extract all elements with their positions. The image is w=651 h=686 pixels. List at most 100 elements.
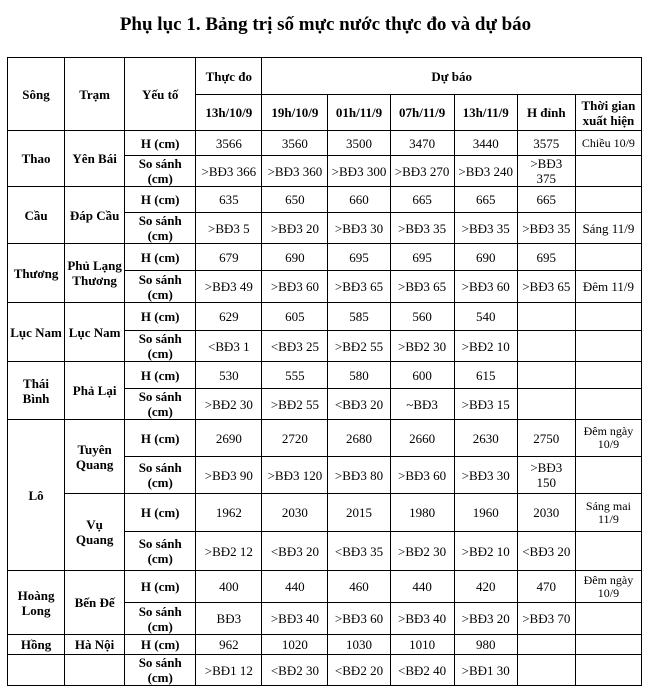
h-value xyxy=(516,361,576,389)
table-row: Hồng Hà Nội H (cm) 962 1020 1030 1010 980 xyxy=(6,634,643,655)
peak-time xyxy=(574,456,643,494)
table-row: So sánh (cm) >BĐ1 12 <BĐ2 30 <BĐ2 20 <BĐ2 40… xyxy=(6,654,643,686)
ss-value: >BĐ3 360 xyxy=(261,155,329,187)
factor-label: So sánh (cm) xyxy=(124,388,197,420)
peak-time xyxy=(574,330,643,362)
ss-value: >BĐ3 60 xyxy=(453,270,518,303)
table-row: So sánh (cm) BĐ3 >BĐ3 40 >BĐ3 60 >BĐ3 40 >BĐ3… xyxy=(8,602,643,635)
peak-time: Đêm ngày 10/9 xyxy=(574,419,643,457)
h-value: 2720 xyxy=(261,419,329,457)
h-value: 585 xyxy=(327,302,391,331)
peak-time xyxy=(574,361,643,389)
header-time: 13h/10/9 xyxy=(195,94,263,131)
factor-label: So sánh (cm) xyxy=(124,531,197,571)
ss-value xyxy=(516,330,576,362)
table-row: Vụ Quang H (cm) 1962 2030 2015 1980 1960 2030 Sá… xyxy=(8,493,643,571)
table-row: So sánh (cm) <BĐ3 1 <BĐ3 25 >BĐ2 55 >BĐ2 30 >… xyxy=(8,330,643,362)
header-song: Sông xyxy=(6,57,66,131)
ss-value: >BĐ3 120 xyxy=(261,456,329,494)
h-value: 2660 xyxy=(389,419,455,457)
h-value: 3470 xyxy=(389,130,455,156)
ss-value: >BĐ2 30 xyxy=(195,388,263,420)
h-value: 2680 xyxy=(327,419,391,457)
ss-value xyxy=(516,654,576,686)
table-row: So sánh (cm) >BĐ3 90 >BĐ3 120 >BĐ3 80 >BĐ3 6… xyxy=(8,456,643,494)
ss-value: >BĐ3 65 xyxy=(516,270,576,303)
h-value: 3560 xyxy=(261,130,329,156)
ss-value: >BĐ3 5 xyxy=(195,212,263,244)
table-row: Lục Nam Lục Nam H (cm) 629 605 585 560 540 xyxy=(6,302,643,362)
factor-label: So sánh (cm) xyxy=(124,270,197,303)
river-name: Thái Bình xyxy=(6,361,66,420)
ss-value: <BĐ2 30 xyxy=(261,654,329,686)
h-value: 2690 xyxy=(195,419,263,457)
peak-time: Đêm ngày 10/9 xyxy=(574,570,643,603)
station-name: Phả Lại xyxy=(64,361,126,420)
peak-time xyxy=(574,531,643,571)
h-value: 530 xyxy=(195,361,263,389)
ss-value: >BĐ3 150 xyxy=(516,456,576,494)
ss-value: >BĐ3 240 xyxy=(453,155,518,187)
ss-value: <BĐ2 40 xyxy=(389,654,455,686)
h-value: 3440 xyxy=(453,130,518,156)
peak-time xyxy=(574,634,643,655)
peak-time xyxy=(574,186,643,213)
factor-label: H (cm) xyxy=(124,493,197,532)
ss-value: >BĐ3 70 xyxy=(516,602,576,635)
ss-value: >BĐ2 30 xyxy=(389,531,455,571)
table-row: Cầu Đáp Cầu H (cm) 635 650 660 665 665 665 xyxy=(6,186,643,244)
table-row: Hoàng Long Bến Đế H (cm) 400 440 460 440 420 470… xyxy=(6,570,643,635)
ss-value: >BĐ1 30 xyxy=(453,654,518,686)
h-value: 615 xyxy=(453,361,518,389)
factor-label: H (cm) xyxy=(124,186,197,213)
peak-time: Sáng mai 11/9 xyxy=(574,493,643,532)
table-row: Thái Bình Phả Lại H (cm) 530 555 580 600 615 xyxy=(6,361,643,420)
h-value: 695 xyxy=(516,243,576,271)
station-name: Hà Nội xyxy=(64,634,126,655)
h-value: 600 xyxy=(389,361,455,389)
station-name: Vụ Quang xyxy=(64,493,126,571)
table-row: So sánh (cm) >BĐ2 30 >BĐ2 55 <BĐ3 20 ~BĐ3 >BĐ… xyxy=(8,388,643,420)
h-value: 540 xyxy=(453,302,518,331)
h-value: 665 xyxy=(516,186,576,213)
ss-value: >BĐ3 35 xyxy=(516,212,576,244)
h-value: 690 xyxy=(453,243,518,271)
h-value: 1010 xyxy=(389,634,455,655)
header-time: 01h/11/9 xyxy=(327,94,391,131)
ss-value: >BĐ2 10 xyxy=(453,330,518,362)
ss-value: >BĐ3 375 xyxy=(516,155,576,187)
header-time: 07h/11/9 xyxy=(389,94,455,131)
h-value: 695 xyxy=(327,243,391,271)
h-value: 962 xyxy=(195,634,263,655)
h-value: 1962 xyxy=(195,493,263,532)
h-value: 679 xyxy=(195,243,263,271)
header-time: 19h/10/9 xyxy=(261,94,329,131)
ss-value: <BĐ3 1 xyxy=(195,330,263,362)
header-du-bao: Dự báo xyxy=(261,57,642,95)
ss-value: >BĐ2 55 xyxy=(261,388,329,420)
h-value: 2750 xyxy=(516,419,576,457)
river-name: Thương xyxy=(6,243,66,303)
ss-value: <BĐ2 20 xyxy=(327,654,391,686)
ss-value: >BĐ2 30 xyxy=(389,330,455,362)
h-value: 695 xyxy=(389,243,455,271)
h-value: 2030 xyxy=(516,493,576,532)
h-value: 635 xyxy=(195,186,263,213)
ss-value: <BĐ3 20 xyxy=(261,531,329,571)
ss-value: >BĐ3 90 xyxy=(195,456,263,494)
factor-label: H (cm) xyxy=(124,361,197,389)
ss-value: BĐ3 xyxy=(195,602,263,635)
factor-label: So sánh (cm) xyxy=(124,212,197,244)
ss-value: <BĐ3 20 xyxy=(327,388,391,420)
table-row: So sánh (cm) >BĐ3 366 >BĐ3 360 >BĐ3 300 >BĐ3… xyxy=(8,155,643,187)
h-value: 420 xyxy=(453,570,518,603)
peak-time xyxy=(574,302,643,331)
table-row: So sánh (cm) >BĐ2 12 <BĐ3 20 <BĐ3 35 >BĐ2 30… xyxy=(8,531,643,571)
h-value xyxy=(516,634,576,655)
page-title: Phụ lục 1. Bảng trị số mực nước thực đo … xyxy=(119,14,532,35)
station-name: Tuyên Quang xyxy=(64,419,126,494)
header-thuc-do: Thực đo xyxy=(195,57,263,95)
h-value: 665 xyxy=(453,186,518,213)
river-name: Thao xyxy=(6,130,66,187)
ss-value xyxy=(516,388,576,420)
